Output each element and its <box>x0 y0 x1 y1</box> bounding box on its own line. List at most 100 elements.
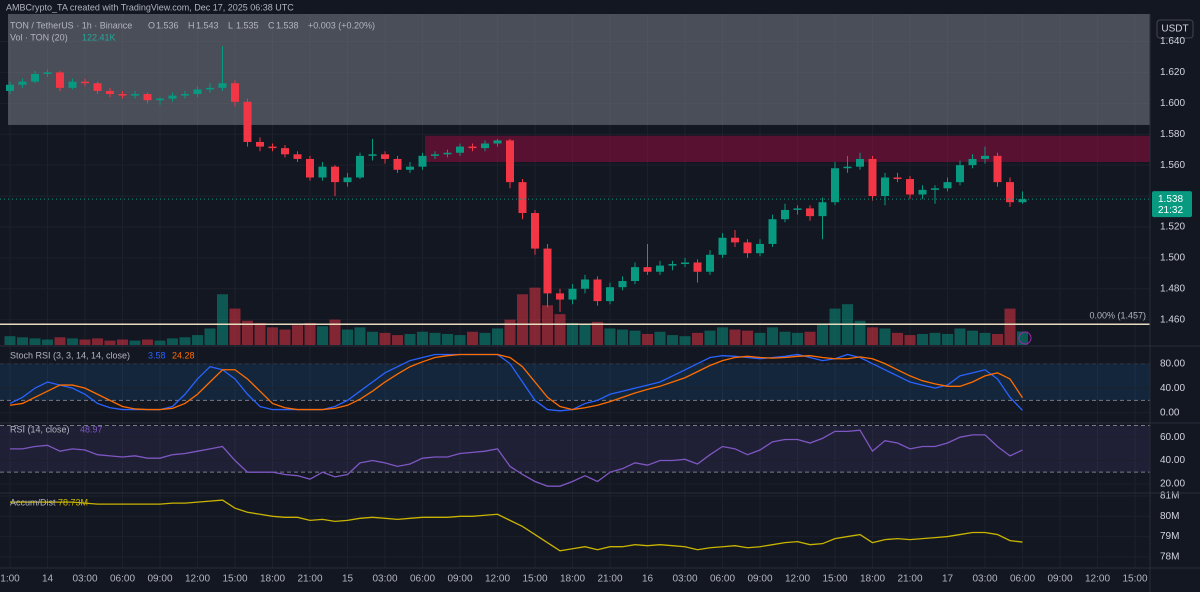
candle-body <box>931 188 939 190</box>
x-tick-label: 15:00 <box>822 574 847 585</box>
x-tick-label: 21:00 <box>597 574 622 585</box>
candle-body <box>668 264 677 266</box>
candle-body <box>193 89 202 95</box>
volume-bar <box>667 335 678 345</box>
candle-body <box>68 81 77 88</box>
volume-bar <box>529 287 541 345</box>
candle-body <box>968 158 977 166</box>
x-tick-label: 03:00 <box>372 574 397 585</box>
volume-bar <box>1004 308 1016 345</box>
volume-bar <box>792 332 803 345</box>
candle-body <box>581 279 589 289</box>
stoch-d-last: 24.28 <box>172 350 195 360</box>
volume-bar <box>154 340 166 345</box>
candle-body <box>506 140 514 183</box>
candle-body <box>881 177 889 197</box>
volume-bar <box>429 332 441 345</box>
y-tick-label: 20.00 <box>1160 478 1185 489</box>
volume-bar <box>404 333 416 345</box>
candle-body <box>218 83 227 88</box>
candle-body <box>868 158 877 197</box>
stoch-line <box>9 353 1024 411</box>
y-tick-label: 1.480 <box>1160 283 1185 294</box>
volume-bar <box>329 319 341 345</box>
band-fill <box>0 363 1150 401</box>
x-tick-label: 12:00 <box>485 574 510 585</box>
y-tick-label: 40.00 <box>1160 383 1185 394</box>
x-tick-label: 14 <box>42 574 54 585</box>
plot-area <box>0 14 1150 568</box>
x-tick-label: 06:00 <box>710 574 735 585</box>
candle-body <box>256 141 264 147</box>
volume-bar <box>354 327 366 345</box>
volume-bar <box>442 333 453 345</box>
candle-body <box>343 177 352 183</box>
volume-bar <box>29 338 41 345</box>
y-tick-label: 80.00 <box>1160 358 1185 369</box>
volume-bar <box>904 335 916 345</box>
candle-body <box>681 262 689 265</box>
band-fill <box>0 425 1150 473</box>
x-tick-label: 21:00 <box>897 574 922 585</box>
x-tick-label: 15:00 <box>1122 574 1147 585</box>
volume-bar <box>817 324 828 345</box>
volume-bar <box>179 337 191 345</box>
volume-bar <box>379 332 391 345</box>
candle-body <box>93 83 102 91</box>
y-tick-label: 1.620 <box>1160 67 1185 78</box>
candle-body <box>43 72 52 74</box>
volume-bar <box>454 335 466 345</box>
candle-body <box>81 81 89 84</box>
volume-bar <box>717 327 728 345</box>
volume-bar <box>867 327 878 345</box>
candle-body <box>718 237 727 255</box>
legend-letter: O <box>148 20 155 30</box>
y-tick-label: 80M <box>1160 511 1179 522</box>
candle-body <box>806 208 814 217</box>
candle-body <box>956 165 964 183</box>
x-tick-label: 18:00 <box>260 574 285 585</box>
countdown: 21:32 <box>1158 205 1183 216</box>
volume-bar <box>42 339 53 345</box>
candle-body <box>356 155 364 178</box>
volume-bar <box>242 320 253 345</box>
volume-bar <box>592 321 603 345</box>
candle-body <box>593 279 602 302</box>
volume-bar <box>479 332 491 345</box>
volume-bar <box>54 337 66 345</box>
volume-bar <box>929 332 941 345</box>
legend-letter: H <box>188 20 195 30</box>
volume-bar <box>504 319 516 345</box>
candle-body <box>893 177 902 180</box>
y-tick-label: 81M <box>1160 491 1179 502</box>
candle-body <box>756 243 764 254</box>
event-icon[interactable] <box>1018 331 1032 345</box>
last-price: 1.538 <box>1158 194 1183 205</box>
price-axis: USDT 1.4601.4801.5001.5201.5401.5601.580… <box>1149 14 1194 592</box>
candle-body <box>981 155 989 159</box>
x-tick-label: 12:00 <box>185 574 210 585</box>
candle-body <box>231 83 239 102</box>
y-tick-label: 1.600 <box>1160 98 1185 109</box>
volume-bar <box>704 330 716 345</box>
volume-name: Vol · TON (20) <box>10 32 68 42</box>
volume-bar <box>954 328 966 345</box>
volume-bar <box>279 329 291 345</box>
candle-body <box>843 166 852 169</box>
volume-bar <box>92 338 103 345</box>
volume-bar <box>942 333 953 345</box>
candle-body <box>331 166 339 183</box>
volume-bar <box>617 329 628 345</box>
last-price-box <box>1152 191 1192 218</box>
x-tick-label: 09:00 <box>447 574 472 585</box>
y-tick-label: 78M <box>1160 551 1179 562</box>
currency: USDT <box>1161 24 1188 35</box>
volume-bar <box>629 330 641 345</box>
candle-body <box>493 140 502 144</box>
y-tick-label: 1.560 <box>1160 160 1185 171</box>
candle-body <box>31 73 39 82</box>
candle-body <box>556 293 564 300</box>
x-tick-label: 21:00 <box>297 574 322 585</box>
x-tick-label: 06:00 <box>410 574 435 585</box>
volume-bar <box>1017 331 1028 345</box>
